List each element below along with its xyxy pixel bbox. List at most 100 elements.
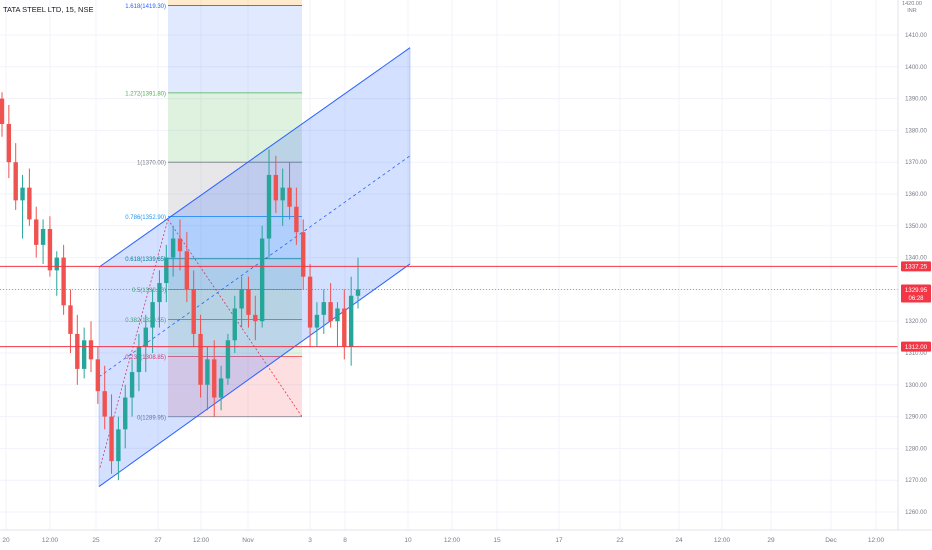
candle-body <box>225 340 231 379</box>
candle-body <box>218 378 224 398</box>
candle <box>246 276 251 328</box>
x-tick-label: 22 <box>616 537 624 544</box>
y-tick-label: 1350.00 <box>905 224 927 230</box>
candle-body <box>116 429 121 462</box>
candle-body <box>184 251 190 290</box>
price-tag-bg <box>901 341 931 352</box>
x-tick-label: 8 <box>343 537 347 544</box>
candle <box>150 289 155 353</box>
candle <box>0 92 5 137</box>
y-tick-label: 1370.00 <box>905 160 927 166</box>
fibonacci-extension[interactable]: 1.618(1419.30) 1.272(1391.80) 1(1370.00) 0.… <box>99 0 303 468</box>
price-lines <box>0 265 898 348</box>
candle-body <box>321 302 326 315</box>
y-tick-label: 1270.00 <box>905 478 927 484</box>
candle-body <box>314 314 320 328</box>
candle <box>109 394 114 474</box>
candle <box>20 174 25 239</box>
candle <box>225 333 231 385</box>
candle-body <box>47 228 53 271</box>
candle-body <box>259 238 265 322</box>
candle <box>136 333 142 392</box>
candle-body <box>239 289 244 309</box>
candle <box>129 359 135 417</box>
candle <box>321 289 326 334</box>
candle <box>102 365 107 430</box>
candle <box>191 270 196 347</box>
y-tick-label: 1380.00 <box>905 128 927 134</box>
candle-body <box>61 257 66 306</box>
candle-body <box>75 333 80 369</box>
candle <box>307 263 313 347</box>
candle <box>266 149 272 258</box>
candle <box>342 289 347 360</box>
candle <box>177 219 183 271</box>
channel-upper-line <box>98 47 411 268</box>
candle <box>164 244 169 303</box>
candle-body <box>212 359 217 398</box>
candle-body <box>129 372 135 398</box>
candle <box>184 232 190 303</box>
candle-body <box>27 187 32 220</box>
price-tag: 1329.95 06:28 <box>901 284 931 303</box>
candle <box>273 155 279 214</box>
price-tag-countdown: 06:28 <box>908 296 924 302</box>
fib-zone <box>168 258 302 290</box>
candle-body <box>266 174 272 239</box>
candle-body <box>157 283 162 303</box>
price-tag-bg <box>901 284 931 303</box>
x-tick-label: 17 <box>555 537 563 544</box>
fib-zone <box>168 5 302 93</box>
symbol-title: TATA STEEL LTD, 15, NSE <box>3 5 94 14</box>
fib-level-label: 1(1370.00) <box>137 161 166 167</box>
candlestick-series <box>0 92 361 481</box>
candle <box>280 168 285 226</box>
price-tag-value: 1312.00 <box>905 344 928 351</box>
candle-body <box>170 238 176 258</box>
candle-body <box>328 302 333 322</box>
candle <box>335 302 340 347</box>
x-tick-label: 25 <box>92 537 100 544</box>
x-tick-label: 12:00 <box>444 537 461 544</box>
x-tick-label: 12:00 <box>868 537 885 544</box>
fib-level-label: 0.786(1352.90) <box>125 215 166 221</box>
candle-body <box>335 308 340 322</box>
fib-zone <box>168 0 302 6</box>
candle-body <box>355 289 361 296</box>
x-tick-label: 24 <box>675 537 683 544</box>
y-tick-label: 1260.00 <box>905 510 927 516</box>
candle <box>157 270 162 328</box>
y-tick-label: 1300.00 <box>905 383 927 389</box>
candle <box>348 276 354 366</box>
candle-body <box>307 276 313 328</box>
candle <box>205 346 210 411</box>
candle-body <box>0 98 5 125</box>
fib-level-label: 0.5(1330.00) <box>132 288 166 294</box>
candle-body <box>232 308 237 341</box>
candle <box>239 276 244 328</box>
candle-body <box>301 232 306 277</box>
candle-body <box>287 187 292 207</box>
x-tick-label: 15 <box>493 537 501 544</box>
candle <box>143 314 148 373</box>
y-tick-label: 1340.00 <box>905 256 927 262</box>
candle <box>40 219 46 264</box>
fib-level-label: 1.618(1419.30) <box>125 4 166 10</box>
candle <box>218 365 224 411</box>
candle-body <box>150 302 155 328</box>
candle-body <box>253 314 258 322</box>
y-tick-label: 1320.00 <box>905 319 927 325</box>
time-axis[interactable]: 20 12:00 25 27 12:00 Nov 3 8 10 12:00 15 17 22 24 12:0… <box>0 529 932 544</box>
price-tag-bg <box>901 261 931 272</box>
y-tick-label: 1280.00 <box>905 446 927 452</box>
candle-body <box>40 228 46 245</box>
parallel-channel[interactable] <box>98 47 411 487</box>
x-tick-label: 12:00 <box>714 537 731 544</box>
candle <box>259 225 265 328</box>
channel-fill <box>99 47 410 487</box>
candle <box>61 244 66 315</box>
candle <box>170 225 176 277</box>
candle-body <box>95 359 101 392</box>
